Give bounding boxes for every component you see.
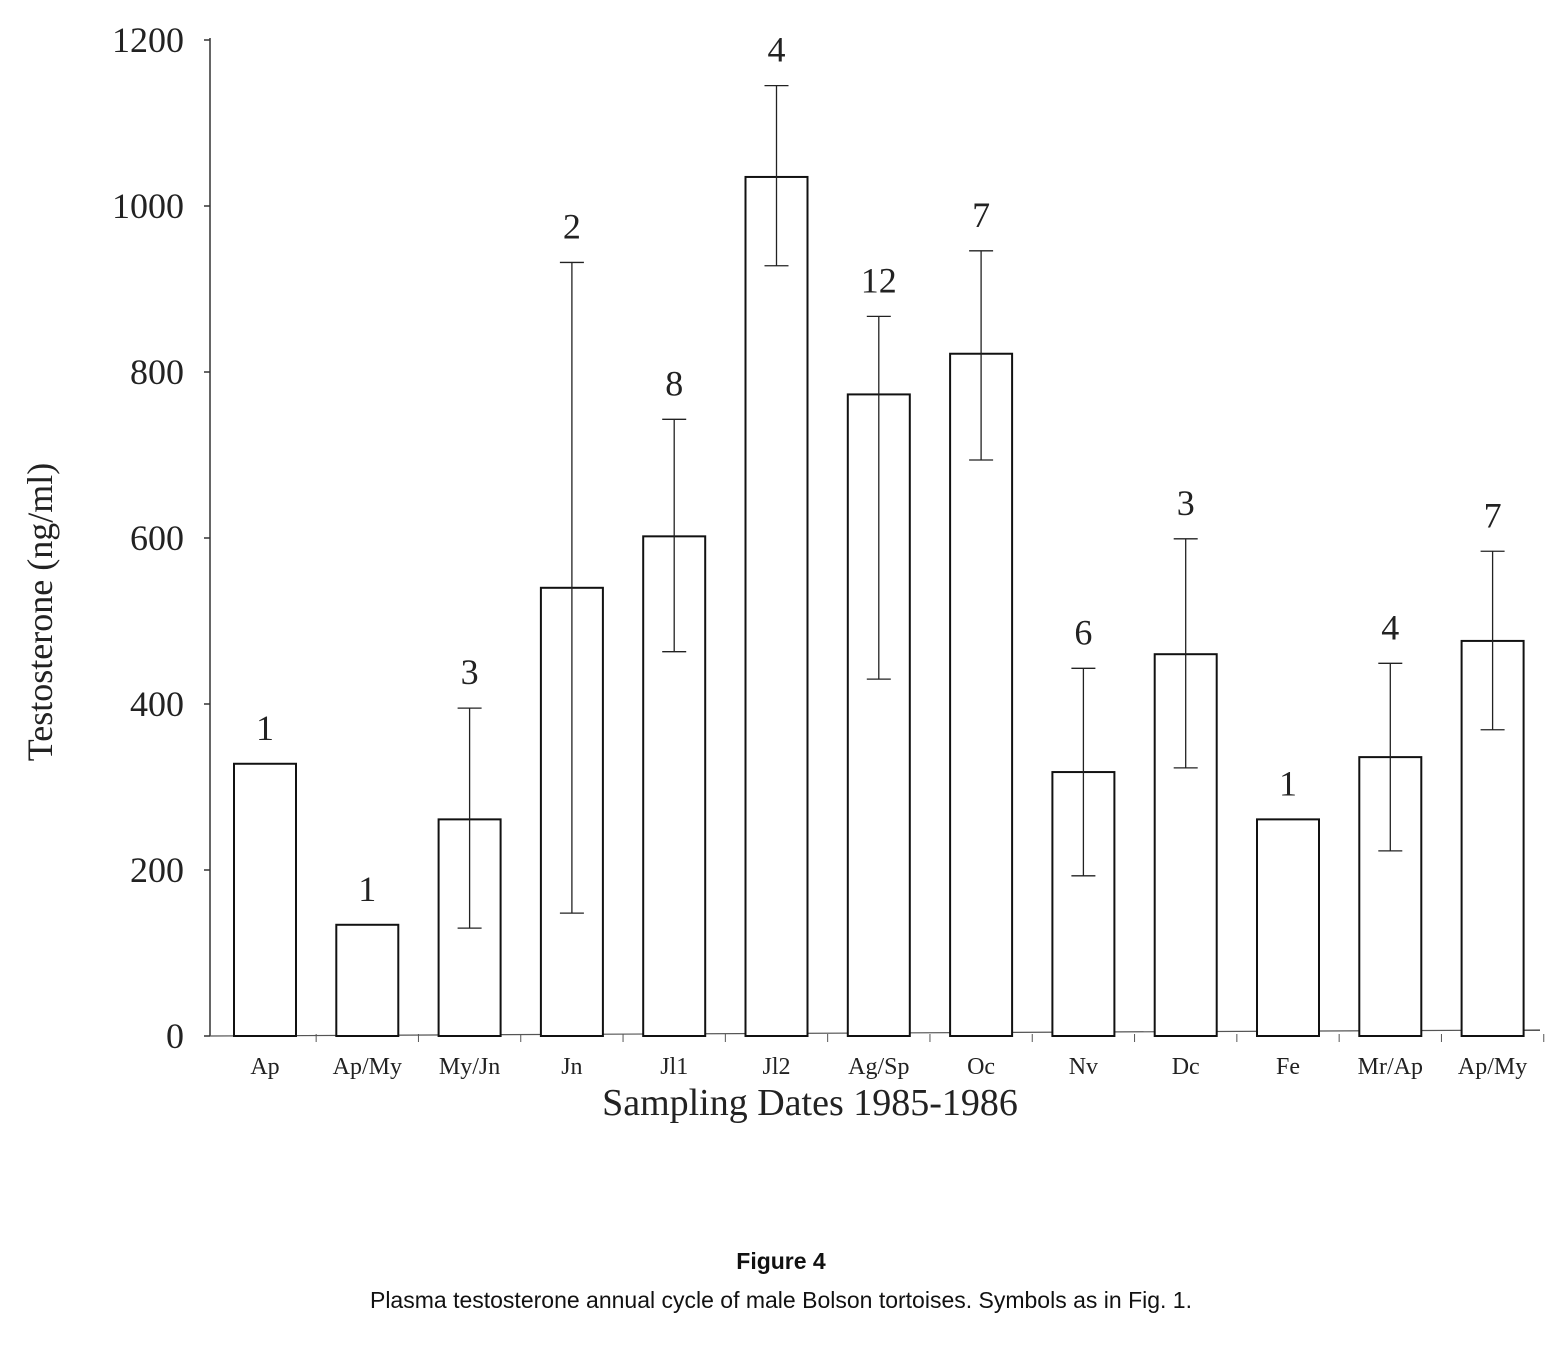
- y-tick-label: 1200: [112, 20, 184, 60]
- x-tick-label: Dc: [1172, 1054, 1200, 1080]
- x-tick-label: Jl1: [660, 1054, 688, 1080]
- figure-caption: Plasma testosterone annual cycle of male…: [369, 1287, 1192, 1313]
- y-tick-label: 200: [130, 850, 184, 890]
- bar: [1256, 818, 1320, 1037]
- figure-label: Figure 4: [736, 1248, 826, 1274]
- x-tick-label: Ag/Sp: [848, 1054, 909, 1080]
- x-tick-label: My/Jn: [439, 1054, 500, 1080]
- bar: [233, 762, 297, 1037]
- x-tick-label: Ap/My: [333, 1054, 402, 1080]
- sample-size-label: 7: [972, 195, 990, 235]
- y-tick-label: 600: [130, 518, 184, 558]
- bar: [744, 175, 809, 1037]
- bar-chart: 0 200 400 600 800 1000 1200 Ap Ap/My My/Jn Jn Jl1 J…: [20, 20, 1545, 1124]
- x-tick-label: Ap: [250, 1054, 279, 1080]
- x-tick-label: Jn: [561, 1054, 582, 1080]
- y-tick-label: 1000: [112, 186, 184, 226]
- sample-size-label: 1: [358, 869, 376, 909]
- sample-size-label: 8: [665, 363, 683, 403]
- x-axis-label: Sampling Dates 1985-1986: [602, 1082, 1018, 1124]
- y-tick-label: 0: [166, 1016, 184, 1056]
- bar: [949, 352, 1014, 1037]
- sample-size-label: 1: [256, 708, 274, 748]
- sample-size-label: 12: [861, 260, 897, 300]
- x-tick-label: Nv: [1069, 1054, 1098, 1080]
- y-axis-label: Testosterone (ng/ml): [20, 463, 60, 761]
- sample-size-label: 4: [1381, 607, 1399, 647]
- sample-size-label: 1: [1279, 763, 1297, 803]
- x-tick-label: Fe: [1276, 1054, 1300, 1080]
- sample-size-label: 7: [1484, 495, 1502, 535]
- x-tick-label: Oc: [967, 1054, 995, 1080]
- y-tick-label: 400: [130, 684, 184, 724]
- sample-size-label: 2: [563, 206, 581, 246]
- sample-size-label: 4: [768, 30, 786, 70]
- x-tick-label: Mr/Ap: [1358, 1054, 1423, 1080]
- x-tick-label: Jl2: [762, 1054, 790, 1080]
- sample-size-label: 3: [461, 652, 479, 692]
- sample-size-label: 3: [1177, 483, 1195, 523]
- sample-size-label: 6: [1074, 612, 1092, 652]
- bar: [335, 923, 400, 1038]
- x-tick-label: Ap/My: [1458, 1054, 1527, 1080]
- y-tick-label: 800: [130, 352, 184, 392]
